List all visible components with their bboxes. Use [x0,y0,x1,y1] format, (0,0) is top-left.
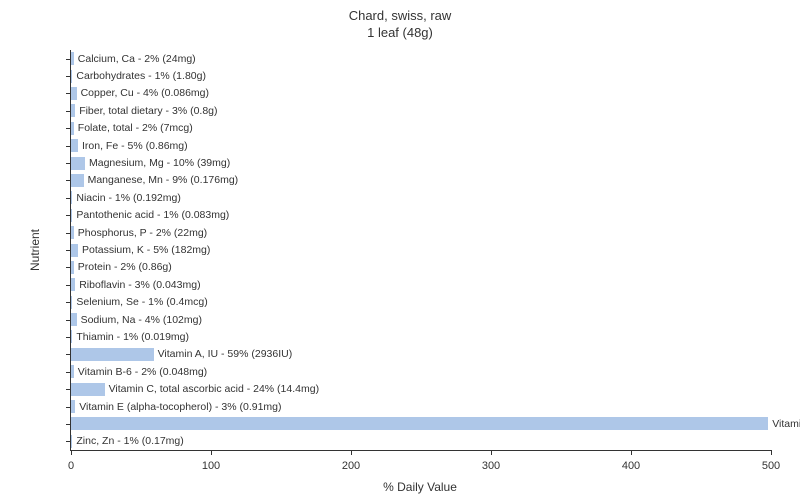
bar [71,122,74,135]
nutrient-chart: Chard, swiss, raw 1 leaf (48g) Nutrient … [0,0,800,500]
bar [71,87,77,100]
bar [71,383,105,396]
bar-row: Selenium, Se - 1% (0.4mcg) [71,296,208,309]
bar-row: Niacin - 1% (0.192mg) [71,191,181,204]
bar-label: Carbohydrates - 1% (1.80g) [76,70,206,82]
bar-row: Phosphorus, P - 2% (22mg) [71,226,207,239]
y-axis-label: Nutrient [28,229,42,271]
bar-label: Thiamin - 1% (0.019mg) [76,331,189,343]
plot-area: Calcium, Ca - 2% (24mg) Carbohydrates - 1… [70,50,771,451]
chart-title-line2: 1 leaf (48g) [0,25,800,42]
bar-row: Riboflavin - 3% (0.043mg) [71,278,201,291]
bar-label: Riboflavin - 3% (0.043mg) [79,279,200,291]
bar-row: Protein - 2% (0.86g) [71,261,172,274]
bar [71,104,75,117]
bar-row: Vitamin B-6 - 2% (0.048mg) [71,365,207,378]
bar [71,330,72,343]
x-tick [71,450,72,455]
bar-row: Vitamin C, total ascorbic acid - 24% (14… [71,383,319,396]
bar-label: Potassium, K - 5% (182mg) [82,244,210,256]
x-tick-label: 300 [482,460,500,472]
bar-row: Thiamin - 1% (0.019mg) [71,330,189,343]
bar-row: Manganese, Mn - 9% (0.176mg) [71,174,238,187]
bar-label: Manganese, Mn - 9% (0.176mg) [88,174,239,186]
bar-label: Protein - 2% (0.86g) [78,261,172,273]
bar [71,157,85,170]
bar-label: Phosphorus, P - 2% (22mg) [78,227,207,239]
bar-label: Vitamin E (alpha-tocopherol) - 3% (0.91m… [79,401,281,413]
bar-label: Selenium, Se - 1% (0.4mcg) [76,296,207,308]
bar [71,191,72,204]
bar-label: Folate, total - 2% (7mcg) [78,122,193,134]
bar [71,278,75,291]
bar [71,365,74,378]
bar-row: Potassium, K - 5% (182mg) [71,244,210,257]
chart-title-block: Chard, swiss, raw 1 leaf (48g) [0,8,800,42]
bar-row: Copper, Cu - 4% (0.086mg) [71,87,209,100]
bar-row: Folate, total - 2% (7mcg) [71,122,193,135]
bar-row: Iron, Fe - 5% (0.86mg) [71,139,188,152]
bar [71,174,84,187]
bar [71,226,74,239]
bar-row: Vitamin E (alpha-tocopherol) - 3% (0.91m… [71,400,282,413]
bar [71,296,72,309]
x-tick [351,450,352,455]
bar-label: Vitamin A, IU - 59% (2936IU) [158,348,293,360]
bar-row: Magnesium, Mg - 10% (39mg) [71,157,230,170]
bar-label: Fiber, total dietary - 3% (0.8g) [79,105,217,117]
bar-row: Carbohydrates - 1% (1.80g) [71,70,206,83]
bar [71,313,77,326]
bar-row: Calcium, Ca - 2% (24mg) [71,52,196,65]
bar-label: Copper, Cu - 4% (0.086mg) [81,87,209,99]
bar-row: Fiber, total dietary - 3% (0.8g) [71,104,218,117]
bar [71,400,75,413]
bar-row: Vitamin K (phylloquinone) - 498% (398.4m… [71,417,800,430]
bar [71,435,72,448]
bar-row: Pantothenic acid - 1% (0.083mg) [71,209,229,222]
x-axis-label: % Daily Value [70,480,770,494]
bar [71,417,768,430]
x-tick-label: 200 [342,460,360,472]
bar [71,261,74,274]
bar-label: Vitamin B-6 - 2% (0.048mg) [78,366,207,378]
bar [71,52,74,65]
bar-label: Magnesium, Mg - 10% (39mg) [89,157,230,169]
bar [71,139,78,152]
bar-row: Sodium, Na - 4% (102mg) [71,313,202,326]
x-tick [771,450,772,455]
bar-label: Niacin - 1% (0.192mg) [76,192,180,204]
bar [71,348,154,361]
bar [71,244,78,257]
x-tick-label: 100 [202,460,220,472]
bar-row: Zinc, Zn - 1% (0.17mg) [71,435,184,448]
x-tick-label: 500 [762,460,780,472]
bar-label: Zinc, Zn - 1% (0.17mg) [76,435,183,447]
x-tick [211,450,212,455]
bar-label: Calcium, Ca - 2% (24mg) [78,53,196,65]
bar-label: Iron, Fe - 5% (0.86mg) [82,140,188,152]
bar-label: Sodium, Na - 4% (102mg) [81,314,202,326]
bar-label: Pantothenic acid - 1% (0.083mg) [76,209,229,221]
bar-label: Vitamin K (phylloquinone) - 498% (398.4m… [772,418,800,430]
bar [71,209,72,222]
x-tick-label: 0 [68,460,74,472]
bar-label: Vitamin C, total ascorbic acid - 24% (14… [109,383,319,395]
x-tick [631,450,632,455]
x-tick-label: 400 [622,460,640,472]
bar [71,70,72,83]
x-tick [491,450,492,455]
chart-title-line1: Chard, swiss, raw [0,8,800,25]
bar-row: Vitamin A, IU - 59% (2936IU) [71,348,292,361]
